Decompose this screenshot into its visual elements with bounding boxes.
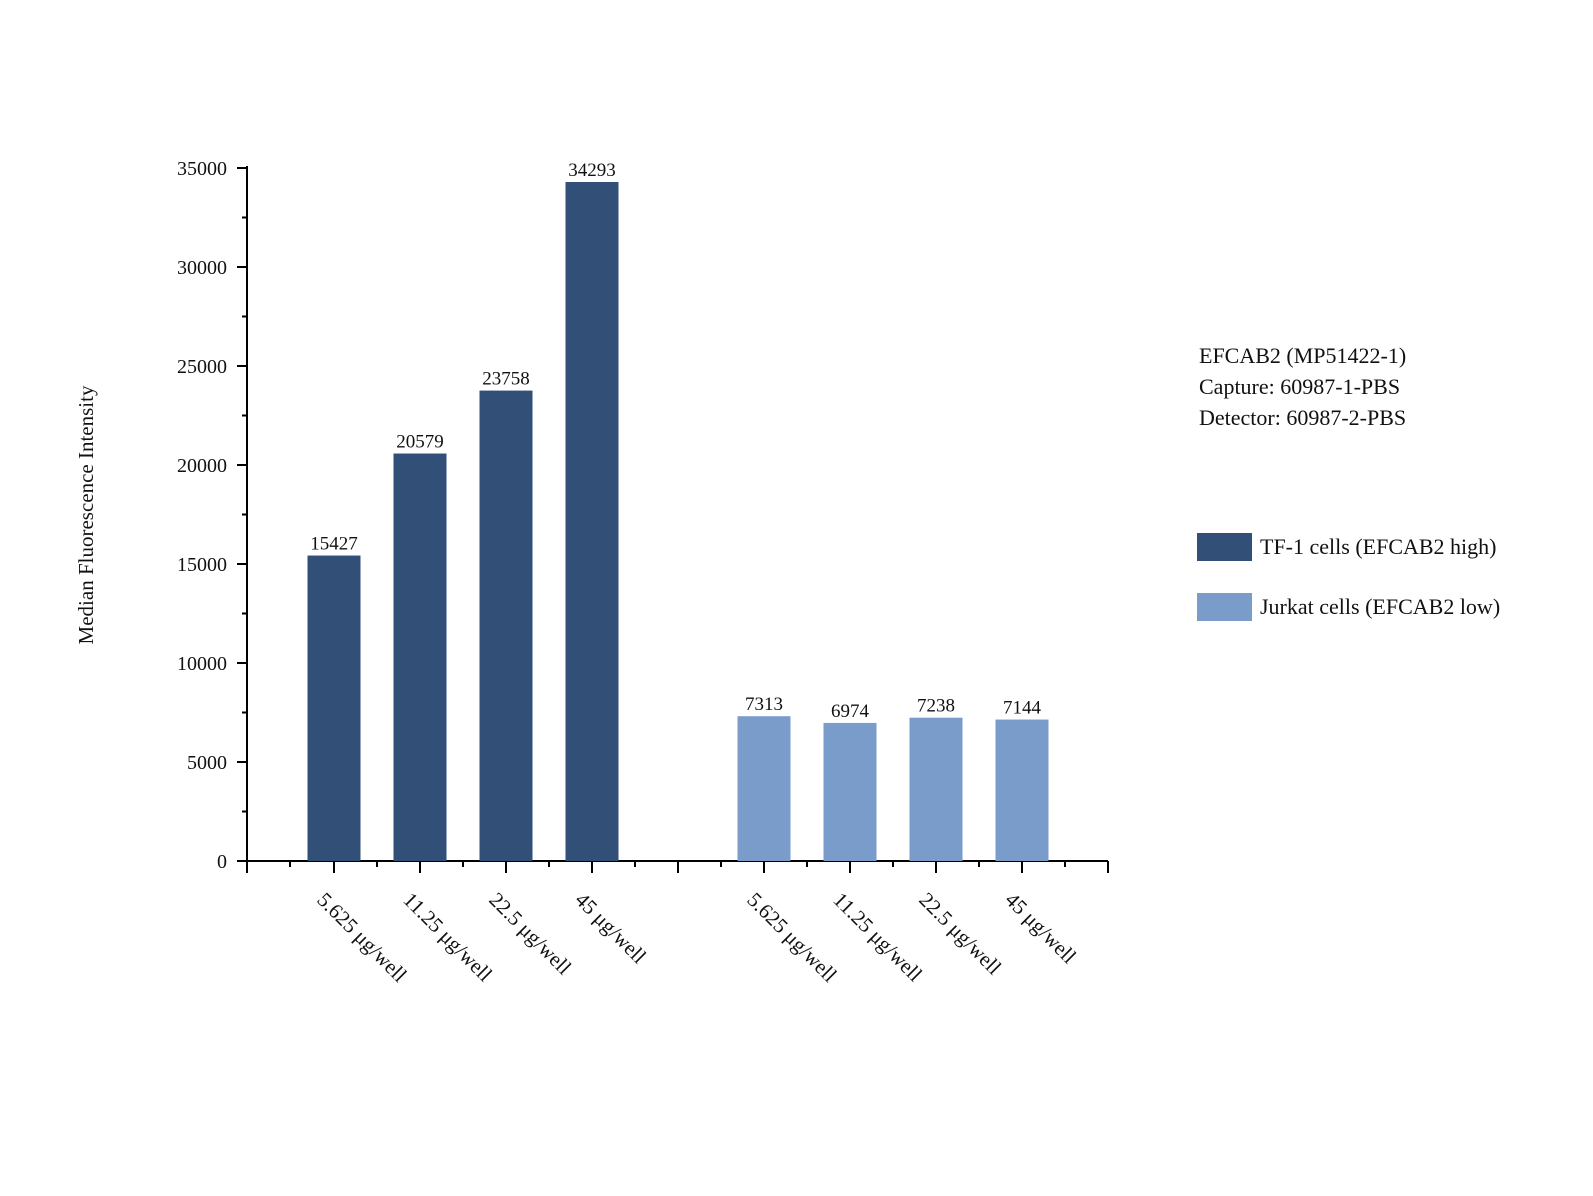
x-tick-label: 11.25 μg/well [828,888,927,987]
data-label: 7313 [745,694,783,715]
bar [737,716,791,861]
legend-swatch-jurkat [1197,593,1252,621]
chart-bars [307,181,1049,861]
legend-item-tf1: TF-1 cells (EFCAB2 high) [1197,532,1500,562]
info-line-capture: Capture: 60987-1-PBS [1199,374,1401,399]
legend-label-tf1: TF-1 cells (EFCAB2 high) [1260,534,1497,559]
x-tick-label: 22.5 μg/well [914,888,1006,980]
x-tick-label: 5.625 μg/well [312,888,411,987]
bar [995,719,1049,861]
y-tick-label: 25000 [177,356,227,378]
data-label: 23758 [482,369,530,390]
y-axis-label: Median Fluorescence Intensity [74,385,98,644]
data-label: 7144 [1003,698,1042,719]
x-tick-label: 22.5 μg/well [484,888,576,980]
y-tick-label: 10000 [177,653,227,675]
x-tick-label: 11.25 μg/well [398,888,497,987]
y-tick-label: 0 [217,851,227,873]
x-tick-label: 5.625 μg/well [742,888,841,987]
legend-swatch-tf1 [1197,533,1252,561]
y-tick-label: 15000 [177,554,227,576]
data-label: 6974 [831,701,870,722]
legend-label-jurkat: Jurkat cells (EFCAB2 low) [1260,594,1501,619]
y-tick-label: 20000 [177,455,227,477]
bar [479,390,533,861]
bar [393,453,447,861]
info-line-detector: Detector: 60987-2-PBS [1199,405,1407,430]
y-tick-label: 5000 [187,752,227,774]
y-tick-label: 35000 [177,158,227,180]
bar [909,717,963,861]
legend-item-jurkat: Jurkat cells (EFCAB2 low) [1197,592,1500,622]
data-label: 15427 [310,534,358,555]
data-label: 20579 [396,432,444,453]
chart-legend: TF-1 cells (EFCAB2 high) Jurkat cells (E… [1197,532,1500,652]
y-tick-label: 30000 [177,257,227,279]
chart-info-text: EFCAB2 (MP51422-1) Capture: 60987-1-PBS … [1199,340,1406,433]
chart-axes [237,166,1109,873]
bar [307,555,361,861]
x-tick-label: 45 μg/well [570,888,651,969]
info-line-assay: EFCAB2 (MP51422-1) [1199,343,1407,368]
bar [823,722,877,861]
data-label: 7238 [917,696,955,717]
data-label: 34293 [568,160,616,181]
x-tick-label: 45 μg/well [1000,888,1081,969]
bar [565,181,619,861]
